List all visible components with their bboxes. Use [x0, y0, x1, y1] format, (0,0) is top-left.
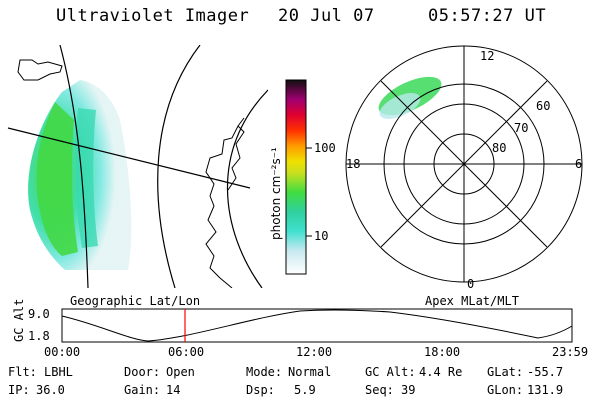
timeline-frame: [61, 308, 573, 343]
status-panel: Flt: LBHL Door: Open Mode: Normal GC Alt…: [8, 365, 563, 397]
time-label: 05:57:27 UT: [428, 6, 547, 26]
colorbar-unit-label: photon cm⁻²s⁻¹: [269, 147, 283, 240]
coastline: [205, 117, 245, 288]
timeline-y-tick-low: 1.8: [28, 329, 50, 343]
polar-lat-70: 70: [514, 121, 528, 135]
colorbar: 100 10 photon cm⁻²s⁻¹: [269, 79, 336, 275]
grid-line: [59, 45, 89, 288]
timeline-x-tick-1200: 12:00: [296, 345, 332, 359]
status-flt-label: Flt:: [8, 365, 37, 379]
app-title: Ultraviolet Imager: [56, 6, 250, 26]
status-gain-label: Gain:: [124, 383, 160, 397]
polar-label-18: 18: [346, 157, 360, 171]
status-seq-value: 39: [401, 383, 415, 397]
timeline-right-title: Apex MLat/MLT: [425, 294, 519, 308]
coastline: [17, 59, 63, 81]
timeline-y-label: GC Alt: [12, 299, 26, 342]
polar-label-6: 6: [575, 157, 582, 171]
colorbar-tick-100: 100: [314, 141, 336, 155]
date-label: 20 Jul 07: [278, 6, 375, 26]
aurora-core: [36, 102, 78, 256]
timeline-y-tick-high: 9.0: [28, 307, 50, 321]
coastline: [227, 125, 245, 191]
timeline-x-tick-1800: 18:00: [424, 345, 460, 359]
timeline-x-tick-0600: 06:00: [168, 345, 204, 359]
status-gcalt-label: GC Alt:: [365, 365, 416, 379]
polar-aurora-fringe: [379, 93, 421, 119]
status-dsp-label: Dsp:: [246, 383, 275, 397]
colorbar-tick-10: 10: [314, 229, 328, 243]
polar-label-0: 0: [467, 277, 474, 291]
status-ip-value: 36.0: [36, 383, 65, 397]
status-glat-label: GLat:: [487, 365, 523, 379]
status-glon-label: GLon:: [487, 383, 523, 397]
status-seq-label: Seq:: [365, 383, 394, 397]
timeline-x-tick-0000: 00:00: [44, 345, 80, 359]
status-glat-value: -55.7: [527, 365, 563, 379]
status-gain-value: 14: [166, 383, 180, 397]
polar-lat-80: 80: [492, 141, 506, 155]
status-flt-value: LBHL: [44, 365, 73, 379]
grid-line: [157, 45, 201, 288]
colorbar-gradient: [285, 79, 307, 275]
polar-lat-60: 60: [536, 99, 550, 113]
status-ip-label: IP:: [8, 383, 30, 397]
timeline-left-title: Geographic Lat/Lon: [70, 294, 200, 308]
status-dsp-value: 5.9: [294, 383, 316, 397]
geographic-image: [7, 45, 268, 288]
polar-plot: 12 18 6 0 60 70 80: [345, 45, 583, 291]
polar-label-12: 12: [480, 49, 494, 63]
altitude-curve: [61, 309, 573, 342]
status-glon-value: 131.9: [527, 383, 563, 397]
grid-line: [226, 89, 268, 288]
orbit-timeline: Geographic Lat/Lon Apex MLat/MLT GC Alt …: [12, 294, 588, 359]
aurora-fringe: [75, 108, 98, 248]
timeline-x-tick-2359: 23:59: [552, 345, 588, 359]
status-gcalt-value: 4.4 Re: [419, 365, 462, 379]
status-mode-value: Normal: [288, 365, 331, 379]
status-door-label: Door:: [124, 365, 160, 379]
status-mode-label: Mode:: [246, 365, 282, 379]
status-door-value: Open: [166, 365, 195, 379]
